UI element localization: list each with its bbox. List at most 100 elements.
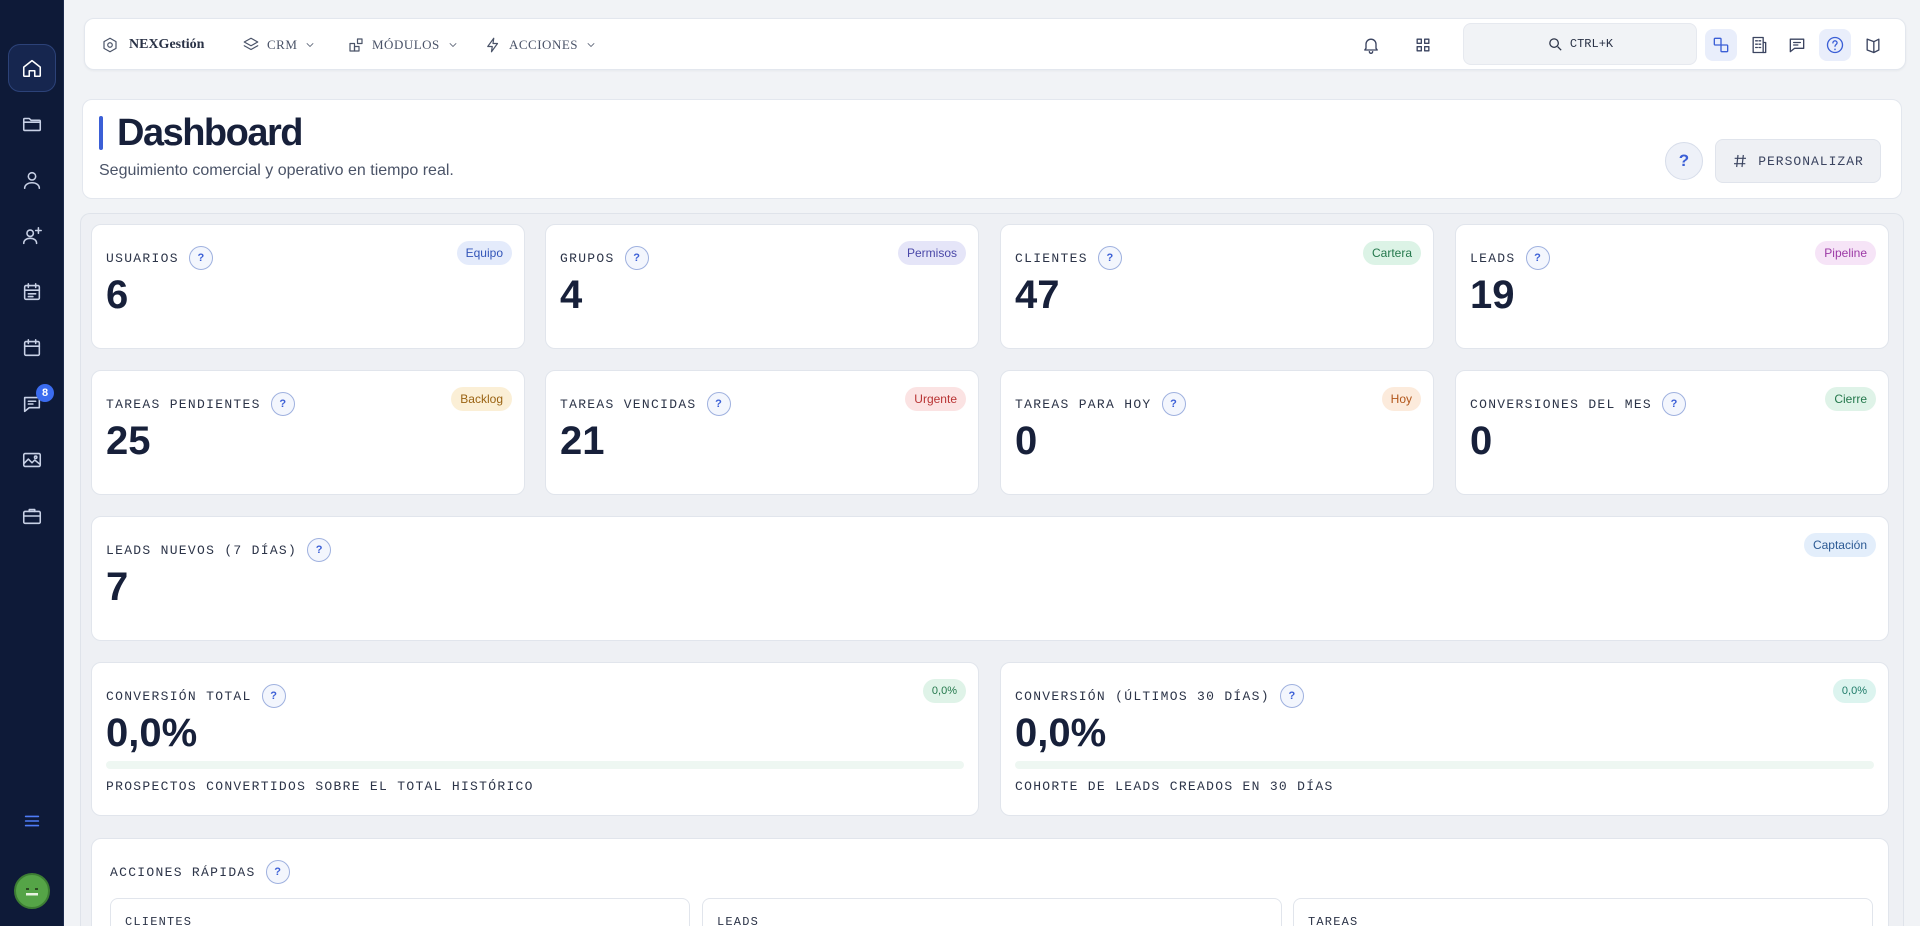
grid-icon <box>1416 38 1430 52</box>
card-caption: PROSPECTOS CONVERTIDOS SOBRE EL TOTAL HI… <box>106 779 534 794</box>
sidebar-item-calendar[interactable] <box>8 324 56 372</box>
stat-card-tareas-pendientes[interactable]: TAREAS PENDIENTES? Backlog 25 <box>91 370 525 495</box>
sidebar: 8 <box>0 0 64 926</box>
stat-value: 4 <box>560 273 583 317</box>
sidebar-item-folder[interactable] <box>8 100 56 148</box>
stat-card-tareas-hoy[interactable]: TAREAS PARA HOY? Hoy 0 <box>1000 370 1434 495</box>
stat-value: 0 <box>1470 419 1493 463</box>
lightning-icon <box>487 37 499 53</box>
search-icon <box>1549 37 1562 51</box>
stat-value: 21 <box>560 419 605 463</box>
quick-action-clientes[interactable]: CLIENTES <box>110 898 690 926</box>
sidebar-item-user[interactable] <box>8 156 56 204</box>
menu-acciones[interactable]: ACCIONES <box>484 19 597 71</box>
stat-card-leads[interactable]: LEADS? Pipeline 19 <box>1455 224 1889 349</box>
sidebar-item-calendar-list[interactable] <box>8 268 56 316</box>
stat-tag: 0,0% <box>922 679 966 703</box>
personalize-label: PERSONALIZAR <box>1758 153 1864 169</box>
avatar[interactable] <box>14 873 50 909</box>
stat-tag: Captación <box>1803 533 1876 557</box>
stat-help-button[interactable]: ? <box>1525 246 1550 270</box>
stat-help-button[interactable]: ? <box>706 392 731 416</box>
stat-label-wrap: USUARIOS? <box>106 246 213 270</box>
stat-tag: Equipo <box>456 241 512 265</box>
translate-button[interactable] <box>1705 29 1737 61</box>
stat-help-button[interactable]: ? <box>624 246 649 270</box>
page-subtitle: Seguimiento comercial y operativo en tie… <box>99 162 454 179</box>
sidebar-item-briefcase[interactable] <box>8 492 56 540</box>
user-icon <box>23 171 41 190</box>
sidebar-menu-button[interactable] <box>8 797 56 845</box>
stat-card-leads-nuevos[interactable]: LEADS NUEVOS (7 DÍAS)? Captación 7 <box>91 516 1889 641</box>
quick-action-tareas[interactable]: TAREAS <box>1293 898 1873 926</box>
search-button[interactable]: CTRL+K <box>1463 23 1697 65</box>
menu-crm-label: CRM <box>267 37 298 52</box>
apps-button[interactable] <box>1407 29 1439 61</box>
stat-help-button[interactable]: ? <box>1097 246 1122 270</box>
stat-card-usuarios[interactable]: USUARIOS? Equipo 6 <box>91 224 525 349</box>
hash-icon <box>1734 154 1747 168</box>
quick-actions-card: ACCIONES RÁPIDAS? CLIENTES LEADS TAREAS <box>91 838 1889 926</box>
stat-help-button[interactable]: ? <box>1662 392 1687 416</box>
stat-label: CLIENTES <box>1015 250 1088 266</box>
stat-tag: Cierre <box>1825 387 1876 411</box>
stat-help-button[interactable]: ? <box>270 392 295 416</box>
stat-card-clientes[interactable]: CLIENTES? Cartera 47 <box>1000 224 1434 349</box>
quick-action-leads[interactable]: LEADS <box>702 898 1282 926</box>
book-icon <box>1866 38 1880 54</box>
stat-help-button[interactable]: ? <box>307 538 332 562</box>
stat-help-button[interactable]: ? <box>1279 684 1304 708</box>
stat-tag: Hoy <box>1381 387 1421 411</box>
avatar-face-icon <box>26 888 38 896</box>
stat-help-button[interactable]: ? <box>188 246 213 270</box>
quick-actions-label-wrap: ACCIONES RÁPIDAS? <box>110 860 290 884</box>
stat-label: USUARIOS <box>106 250 179 266</box>
page-help-button[interactable]: ? <box>1665 142 1703 180</box>
title-accent-bar <box>99 116 103 150</box>
modules-icon <box>349 38 363 52</box>
stat-label-wrap: LEADS? <box>1470 246 1550 270</box>
help-button[interactable] <box>1819 29 1851 61</box>
page-header: Dashboard Seguimiento comercial y operat… <box>82 99 1902 199</box>
stat-label: TAREAS VENCIDAS <box>560 396 697 412</box>
calendar-icon <box>23 338 41 357</box>
brand[interactable]: NEXGestión <box>101 19 204 71</box>
stat-label-wrap: CONVERSIÓN (ÚLTIMOS 30 DÍAS)? <box>1015 684 1304 708</box>
sidebar-item-user-plus[interactable] <box>8 212 56 260</box>
company-button[interactable] <box>1743 29 1775 61</box>
personalize-button[interactable]: PERSONALIZAR <box>1715 139 1881 183</box>
stat-card-grupos[interactable]: GRUPOS? Permisos 4 <box>545 224 979 349</box>
stat-help-button[interactable]: ? <box>261 684 286 708</box>
topbar: NEXGestión CRM MÓDULOS ACCIONES CTRL+K <box>84 18 1906 70</box>
stat-value: 6 <box>106 273 129 317</box>
stat-value: 0 <box>1015 419 1038 463</box>
docs-button[interactable] <box>1857 29 1889 61</box>
sidebar-item-image[interactable] <box>8 436 56 484</box>
stat-label: CONVERSIONES DEL MES <box>1470 396 1653 412</box>
notifications-button[interactable] <box>1355 29 1387 61</box>
messages-button[interactable] <box>1781 29 1813 61</box>
sidebar-item-home[interactable] <box>8 44 56 92</box>
conversion-30-days-card[interactable]: CONVERSIÓN (ÚLTIMOS 30 DÍAS)? 0,0% 0,0% … <box>1000 662 1889 816</box>
conversion-total-card[interactable]: CONVERSIÓN TOTAL? 0,0% 0,0% PROSPECTOS C… <box>91 662 979 816</box>
stat-label: LEADS <box>1470 250 1516 266</box>
stat-card-tareas-vencidas[interactable]: TAREAS VENCIDAS? Urgente 21 <box>545 370 979 495</box>
image-icon <box>22 452 42 468</box>
quick-actions-help-button[interactable]: ? <box>265 860 290 884</box>
sidebar-item-chat[interactable]: 8 <box>8 380 56 428</box>
menu-modulos-label: MÓDULOS <box>372 37 440 52</box>
menu-modulos[interactable]: MÓDULOS <box>347 19 459 71</box>
stat-label-wrap: CONVERSIÓN TOTAL? <box>106 684 286 708</box>
stat-label: TAREAS PARA HOY <box>1015 396 1152 412</box>
stat-help-button[interactable]: ? <box>1161 392 1186 416</box>
stat-tag: Backlog <box>451 387 512 411</box>
menu-icon <box>24 815 40 827</box>
stat-card-conversiones-mes[interactable]: CONVERSIONES DEL MES? Cierre 0 <box>1455 370 1889 495</box>
menu-crm[interactable]: CRM <box>242 19 316 71</box>
stat-value: 47 <box>1015 273 1060 317</box>
progress-bar <box>1015 761 1874 769</box>
help-circle-icon <box>1826 36 1844 54</box>
stat-tag: Urgente <box>905 387 966 411</box>
stat-value: 19 <box>1470 273 1515 317</box>
building-icon <box>1752 36 1767 54</box>
